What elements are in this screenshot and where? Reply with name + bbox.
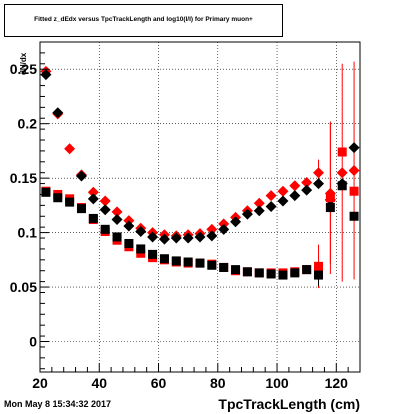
- diamond-marker: [253, 197, 265, 209]
- square-marker: [159, 254, 169, 264]
- diamond-marker: [301, 184, 313, 196]
- diamond-marker: [64, 143, 76, 155]
- square-marker: [65, 197, 75, 207]
- square-marker: [314, 261, 324, 271]
- x-tick-label: 20: [32, 375, 48, 391]
- square-marker: [278, 270, 288, 280]
- diamond-marker: [111, 214, 123, 226]
- square-marker: [183, 257, 193, 267]
- square-marker: [124, 238, 134, 248]
- diamond-marker: [265, 200, 277, 212]
- diamond-marker: [194, 231, 206, 243]
- square-marker: [53, 193, 63, 203]
- square-marker: [100, 224, 110, 234]
- grid-lines: [39, 42, 360, 372]
- square-marker: [314, 270, 324, 280]
- diamond-marker: [241, 208, 253, 220]
- square-marker: [349, 211, 359, 221]
- square-marker: [171, 256, 181, 266]
- x-tick-label: 100: [265, 375, 289, 391]
- square-marker: [325, 203, 335, 213]
- x-tick-label: 60: [151, 375, 167, 391]
- square-marker: [231, 265, 241, 275]
- title-box: Fitted z_dEdx versus TpcTrackLength and …: [4, 4, 283, 37]
- square-marker: [325, 193, 335, 203]
- square-marker: [219, 262, 229, 272]
- y-tick-label: 0.2: [18, 116, 38, 132]
- square-marker: [337, 147, 347, 157]
- diamond-marker: [99, 195, 111, 207]
- diamond-marker: [182, 232, 194, 244]
- square-marker: [136, 244, 146, 254]
- diamond-marker: [170, 232, 182, 244]
- diamond-marker: [52, 107, 64, 119]
- y-tick-label: 0.1: [18, 225, 38, 241]
- x-axis-title: TpcTrackLength (cm): [218, 396, 360, 412]
- diamond-marker: [253, 205, 265, 217]
- diamond-marker: [111, 206, 123, 218]
- diamond-marker: [99, 204, 111, 216]
- y-tick-label: 0: [29, 334, 37, 350]
- square-marker: [254, 268, 264, 278]
- square-marker: [290, 268, 300, 278]
- diamond-marker: [230, 216, 242, 228]
- x-tick-label: 80: [210, 375, 226, 391]
- diamond-marker: [348, 142, 360, 154]
- diamond-marker: [206, 223, 218, 235]
- diamond-marker: [313, 167, 325, 179]
- diamond-marker: [313, 178, 325, 190]
- square-marker: [337, 181, 347, 191]
- square-marker: [88, 213, 98, 223]
- y-tick-label: 0.25: [10, 61, 37, 77]
- y-tick-label: 0.15: [10, 170, 37, 186]
- square-marker: [302, 265, 312, 275]
- square-marker: [207, 260, 217, 270]
- y-tick-label: 0.05: [10, 279, 37, 295]
- square-marker: [41, 187, 51, 197]
- square-marker: [76, 204, 86, 214]
- diamond-marker: [123, 220, 135, 232]
- data-markers: [40, 65, 360, 280]
- diamond-marker: [336, 167, 348, 179]
- square-marker: [112, 232, 122, 242]
- plot-frame: [39, 41, 361, 373]
- x-tick-label: 40: [91, 375, 107, 391]
- diamond-marker: [348, 165, 360, 177]
- diamond-marker: [289, 190, 301, 202]
- x-tick-label: 120: [325, 375, 349, 391]
- square-marker: [242, 267, 252, 277]
- diamond-marker: [277, 185, 289, 197]
- diamond-marker: [218, 223, 230, 235]
- square-marker: [195, 258, 205, 268]
- diamond-marker: [265, 190, 277, 202]
- square-marker: [349, 186, 359, 196]
- diamond-marker: [277, 195, 289, 207]
- diamond-marker: [87, 193, 99, 205]
- square-marker: [148, 249, 158, 259]
- timestamp: Mon May 8 15:34:32 2017: [4, 399, 112, 409]
- diamond-marker: [147, 231, 159, 243]
- diamond-marker: [87, 186, 99, 198]
- diamond-marker: [158, 233, 170, 245]
- diamond-marker: [135, 226, 147, 238]
- square-marker: [266, 269, 276, 279]
- diamond-marker: [40, 69, 52, 81]
- diamond-marker: [301, 176, 313, 188]
- tick-labels: 20 40 60 80 100 120 0 0.05 0.1 0.15 0.2 0.25: [10, 61, 348, 391]
- diamond-marker: [289, 180, 301, 192]
- axis-ticks: [39, 52, 361, 372]
- diamond-marker: [206, 230, 218, 242]
- chart-title: Fitted z_dEdx versus TpcTrackLength and …: [34, 16, 253, 23]
- y-axis-title: dN/dx: [19, 52, 28, 75]
- diamond-marker: [75, 170, 87, 182]
